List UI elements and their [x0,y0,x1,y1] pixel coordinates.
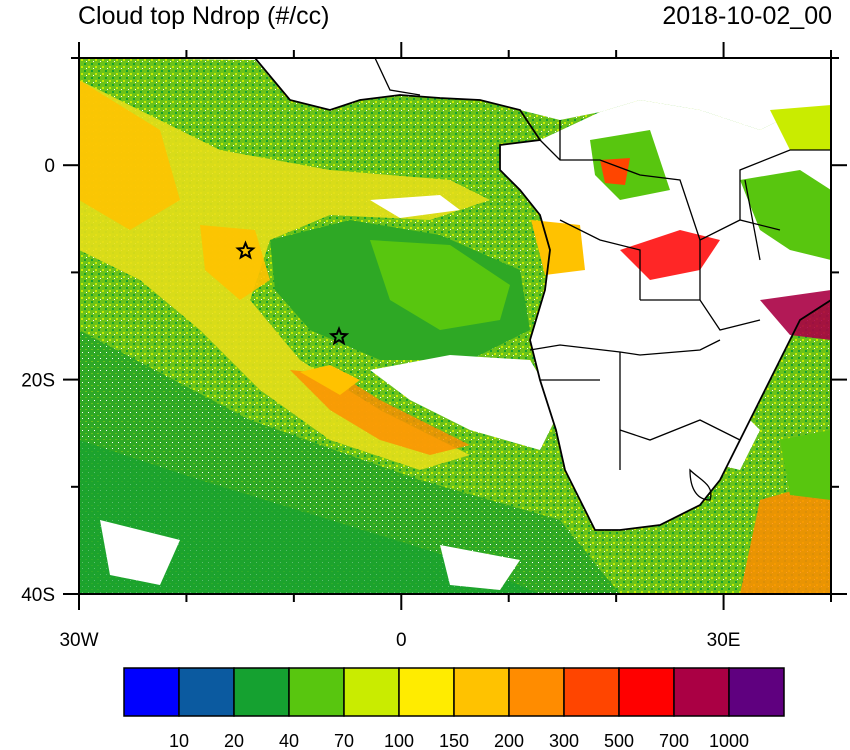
y-tick-label: 40S [21,585,55,606]
colorbar-swatch [178,667,235,717]
colorbar-label: 40 [279,731,299,750]
x-axis: 30W 0 30E [59,42,832,651]
colorbar-label: 200 [494,731,524,750]
colorbar-swatch [288,667,345,717]
colorbar-label: 1000 [709,731,749,750]
map-timestamp: 2018-10-02_00 [662,2,832,30]
colorbar-swatch [233,667,290,717]
colorbar-swatch [398,667,455,717]
colorbar-label: 20 [224,731,244,750]
colorbar-label: 150 [439,731,469,750]
colorbar-label: 10 [169,731,189,750]
y-axis: 0 20S 40S [21,57,847,606]
colorbar-swatch [123,667,180,717]
colorbar-label: 700 [659,731,689,750]
y-tick-label: 20S [21,371,55,392]
map-title: Cloud top Ndrop (#/cc) [78,2,330,30]
colorbar-swatch [618,667,675,717]
colorbar-swatch [728,667,785,717]
colorbar-label: 300 [549,731,579,750]
colorbar-swatch [343,667,400,717]
colorbar-label: 70 [334,731,354,750]
x-tick-label: 0 [396,630,407,651]
y-tick-label: 0 [44,156,55,177]
colorbar-swatch [673,667,730,717]
star-marker [328,325,350,346]
colorbar-label: 500 [604,731,634,750]
colorbar-label: 100 [384,731,414,750]
x-tick-label: 30W [59,630,98,651]
plot-frame [78,57,832,595]
colorbar-swatch [508,667,565,717]
marker-layer [235,240,350,346]
colorbar: 10 20 40 70 100 150 200 300 500 700 1000 [123,667,785,750]
colorbar-swatch [563,667,620,717]
ndrop-field [79,58,831,594]
x-tick-label: 30E [707,630,741,651]
star-marker [235,240,256,260]
colorbar-swatch [453,667,510,717]
